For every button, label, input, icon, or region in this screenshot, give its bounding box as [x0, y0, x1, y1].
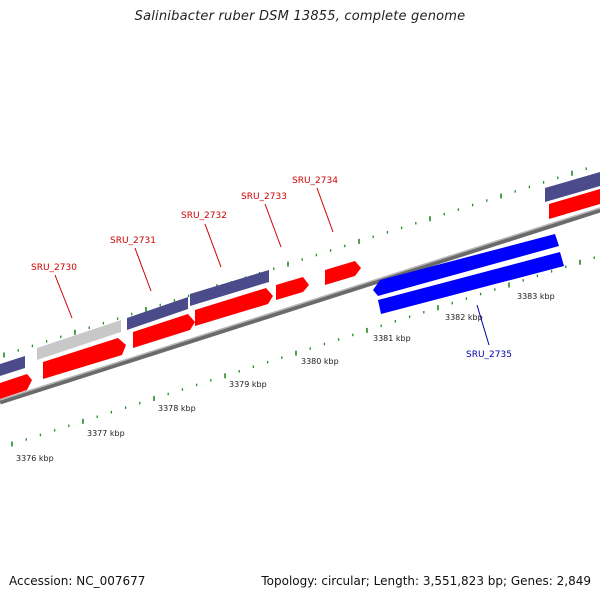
gene-bar-left-edge[interactable] [0, 356, 25, 376]
cds-arrow-left-edge[interactable] [0, 374, 32, 399]
scale-label: 3379 kbp [229, 380, 267, 389]
gene-bar-SRU_2735[interactable] [373, 234, 559, 296]
gene-label-lines [54, 187, 490, 346]
cds-arrow-SRU_2735[interactable] [378, 252, 564, 314]
genome-summary-text: Topology: circular; Length: 3,551,823 bp… [261, 574, 591, 588]
gene-bar-right-edge[interactable] [545, 172, 600, 202]
accession-text: Accession: NC_007677 [9, 574, 146, 588]
gene-labels: SRU_2730 SRU_2731 SRU_2732 SRU_2733 SRU_… [31, 176, 512, 360]
cds-arrow-SRU_2732[interactable] [195, 288, 273, 326]
gene-bar-SRU_2732[interactable] [190, 270, 269, 306]
scale-label: 3383 kbp [517, 292, 555, 301]
genes-top-strand [0, 172, 600, 376]
gene-label[interactable]: SRU_2733 [241, 192, 287, 202]
cds-arrow-SRU_2731[interactable] [133, 314, 195, 348]
tick-marks-bottom [11, 256, 595, 447]
cds-features [0, 189, 600, 399]
gene-label[interactable]: SRU_2730 [31, 263, 77, 273]
cds-arrow-SRU_2730[interactable] [43, 338, 126, 379]
scale-label: 3382 kbp [445, 313, 483, 322]
gene-bar-SRU_2731[interactable] [127, 297, 188, 330]
scale-label: 3380 kbp [301, 357, 339, 366]
scale-label: 3377 kbp [87, 429, 125, 438]
scale-label: 3378 kbp [158, 404, 196, 413]
backbone [0, 207, 600, 405]
gene-label[interactable]: SRU_2735 [466, 350, 512, 360]
gene-bar-SRU_2730[interactable] [37, 320, 121, 360]
gene-label[interactable]: SRU_2734 [292, 176, 338, 186]
map-title: Salinibacter ruber DSM 13855, complete g… [134, 9, 466, 24]
scale-label: 3376 kbp [16, 454, 54, 463]
scale-label: 3381 kbp [373, 334, 411, 343]
genes-bottom-strand [373, 234, 564, 314]
gene-label[interactable]: SRU_2732 [181, 211, 227, 221]
scale-labels: 3376 kbp 3377 kbp 3378 kbp 3379 kbp 3380… [16, 292, 555, 463]
cds-arrow-right-edge[interactable] [549, 189, 600, 219]
cds-arrow-SRU_2733[interactable] [276, 277, 309, 300]
cds-arrow-SRU_2734[interactable] [325, 261, 361, 285]
gene-label[interactable]: SRU_2731 [110, 236, 156, 246]
